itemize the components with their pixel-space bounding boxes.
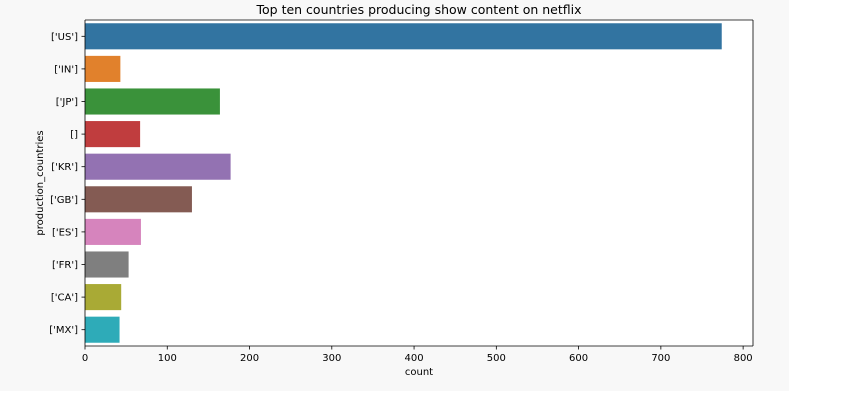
bar-8 [85,284,122,311]
bar-4 [85,153,231,180]
plot-area [85,20,753,346]
y-tick-label: ['JP'] [56,97,78,108]
x-tick-label: 100 [158,353,177,364]
x-tick-label: 200 [240,353,259,364]
y-tick-label: ['KR'] [51,162,78,173]
x-tick-label: 700 [651,353,670,364]
y-tick-label: ['CA'] [51,293,78,304]
bar-7 [85,251,129,278]
bar-9 [85,316,120,343]
y-tick-label: ['FR'] [52,260,78,271]
x-tick-label: 800 [734,353,753,364]
y-tick-label: ['IN'] [54,64,78,75]
bar-6 [85,218,141,245]
x-tick-label: 400 [405,353,424,364]
y-tick-label: ['MX'] [49,325,78,336]
bar-3 [85,121,141,148]
bar-0 [85,23,722,50]
x-tick-label: 300 [322,353,341,364]
y-tick-label: ['US'] [51,32,78,43]
x-axis-label: count [405,367,433,378]
x-tick-label: 600 [569,353,588,364]
y-tick-label: [] [70,130,78,141]
y-tick-label: ['ES'] [52,227,78,238]
y-axis-label: production_countries [35,130,46,235]
bar-2 [85,88,220,115]
y-tick-label: ['GB'] [50,195,78,206]
chart-title: Top ten countries producing show content… [256,2,582,17]
x-tick-label: 500 [487,353,506,364]
bar-5 [85,186,192,213]
x-tick-label: 0 [82,353,88,364]
bar-1 [85,55,121,82]
